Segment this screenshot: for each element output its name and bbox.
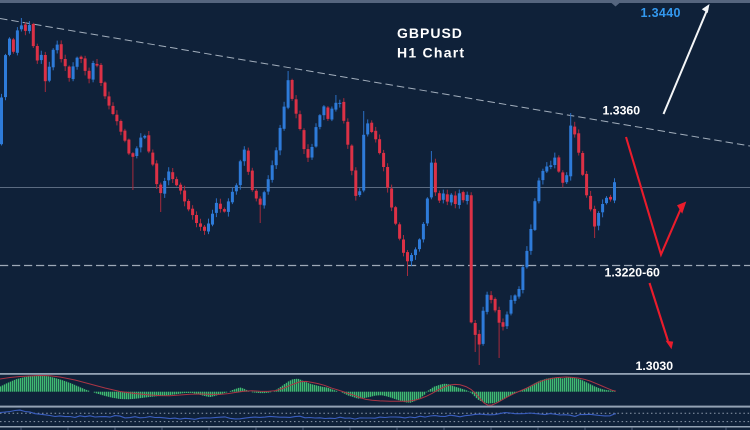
svg-text:1.3360: 1.3360 (603, 103, 641, 117)
svg-text:1.3220-60: 1.3220-60 (605, 266, 661, 280)
svg-text:GBPUSD: GBPUSD (397, 25, 463, 41)
svg-text:1.3440: 1.3440 (641, 6, 681, 20)
svg-text:H1 Chart: H1 Chart (397, 45, 465, 61)
svg-text:1.3030: 1.3030 (636, 359, 674, 373)
